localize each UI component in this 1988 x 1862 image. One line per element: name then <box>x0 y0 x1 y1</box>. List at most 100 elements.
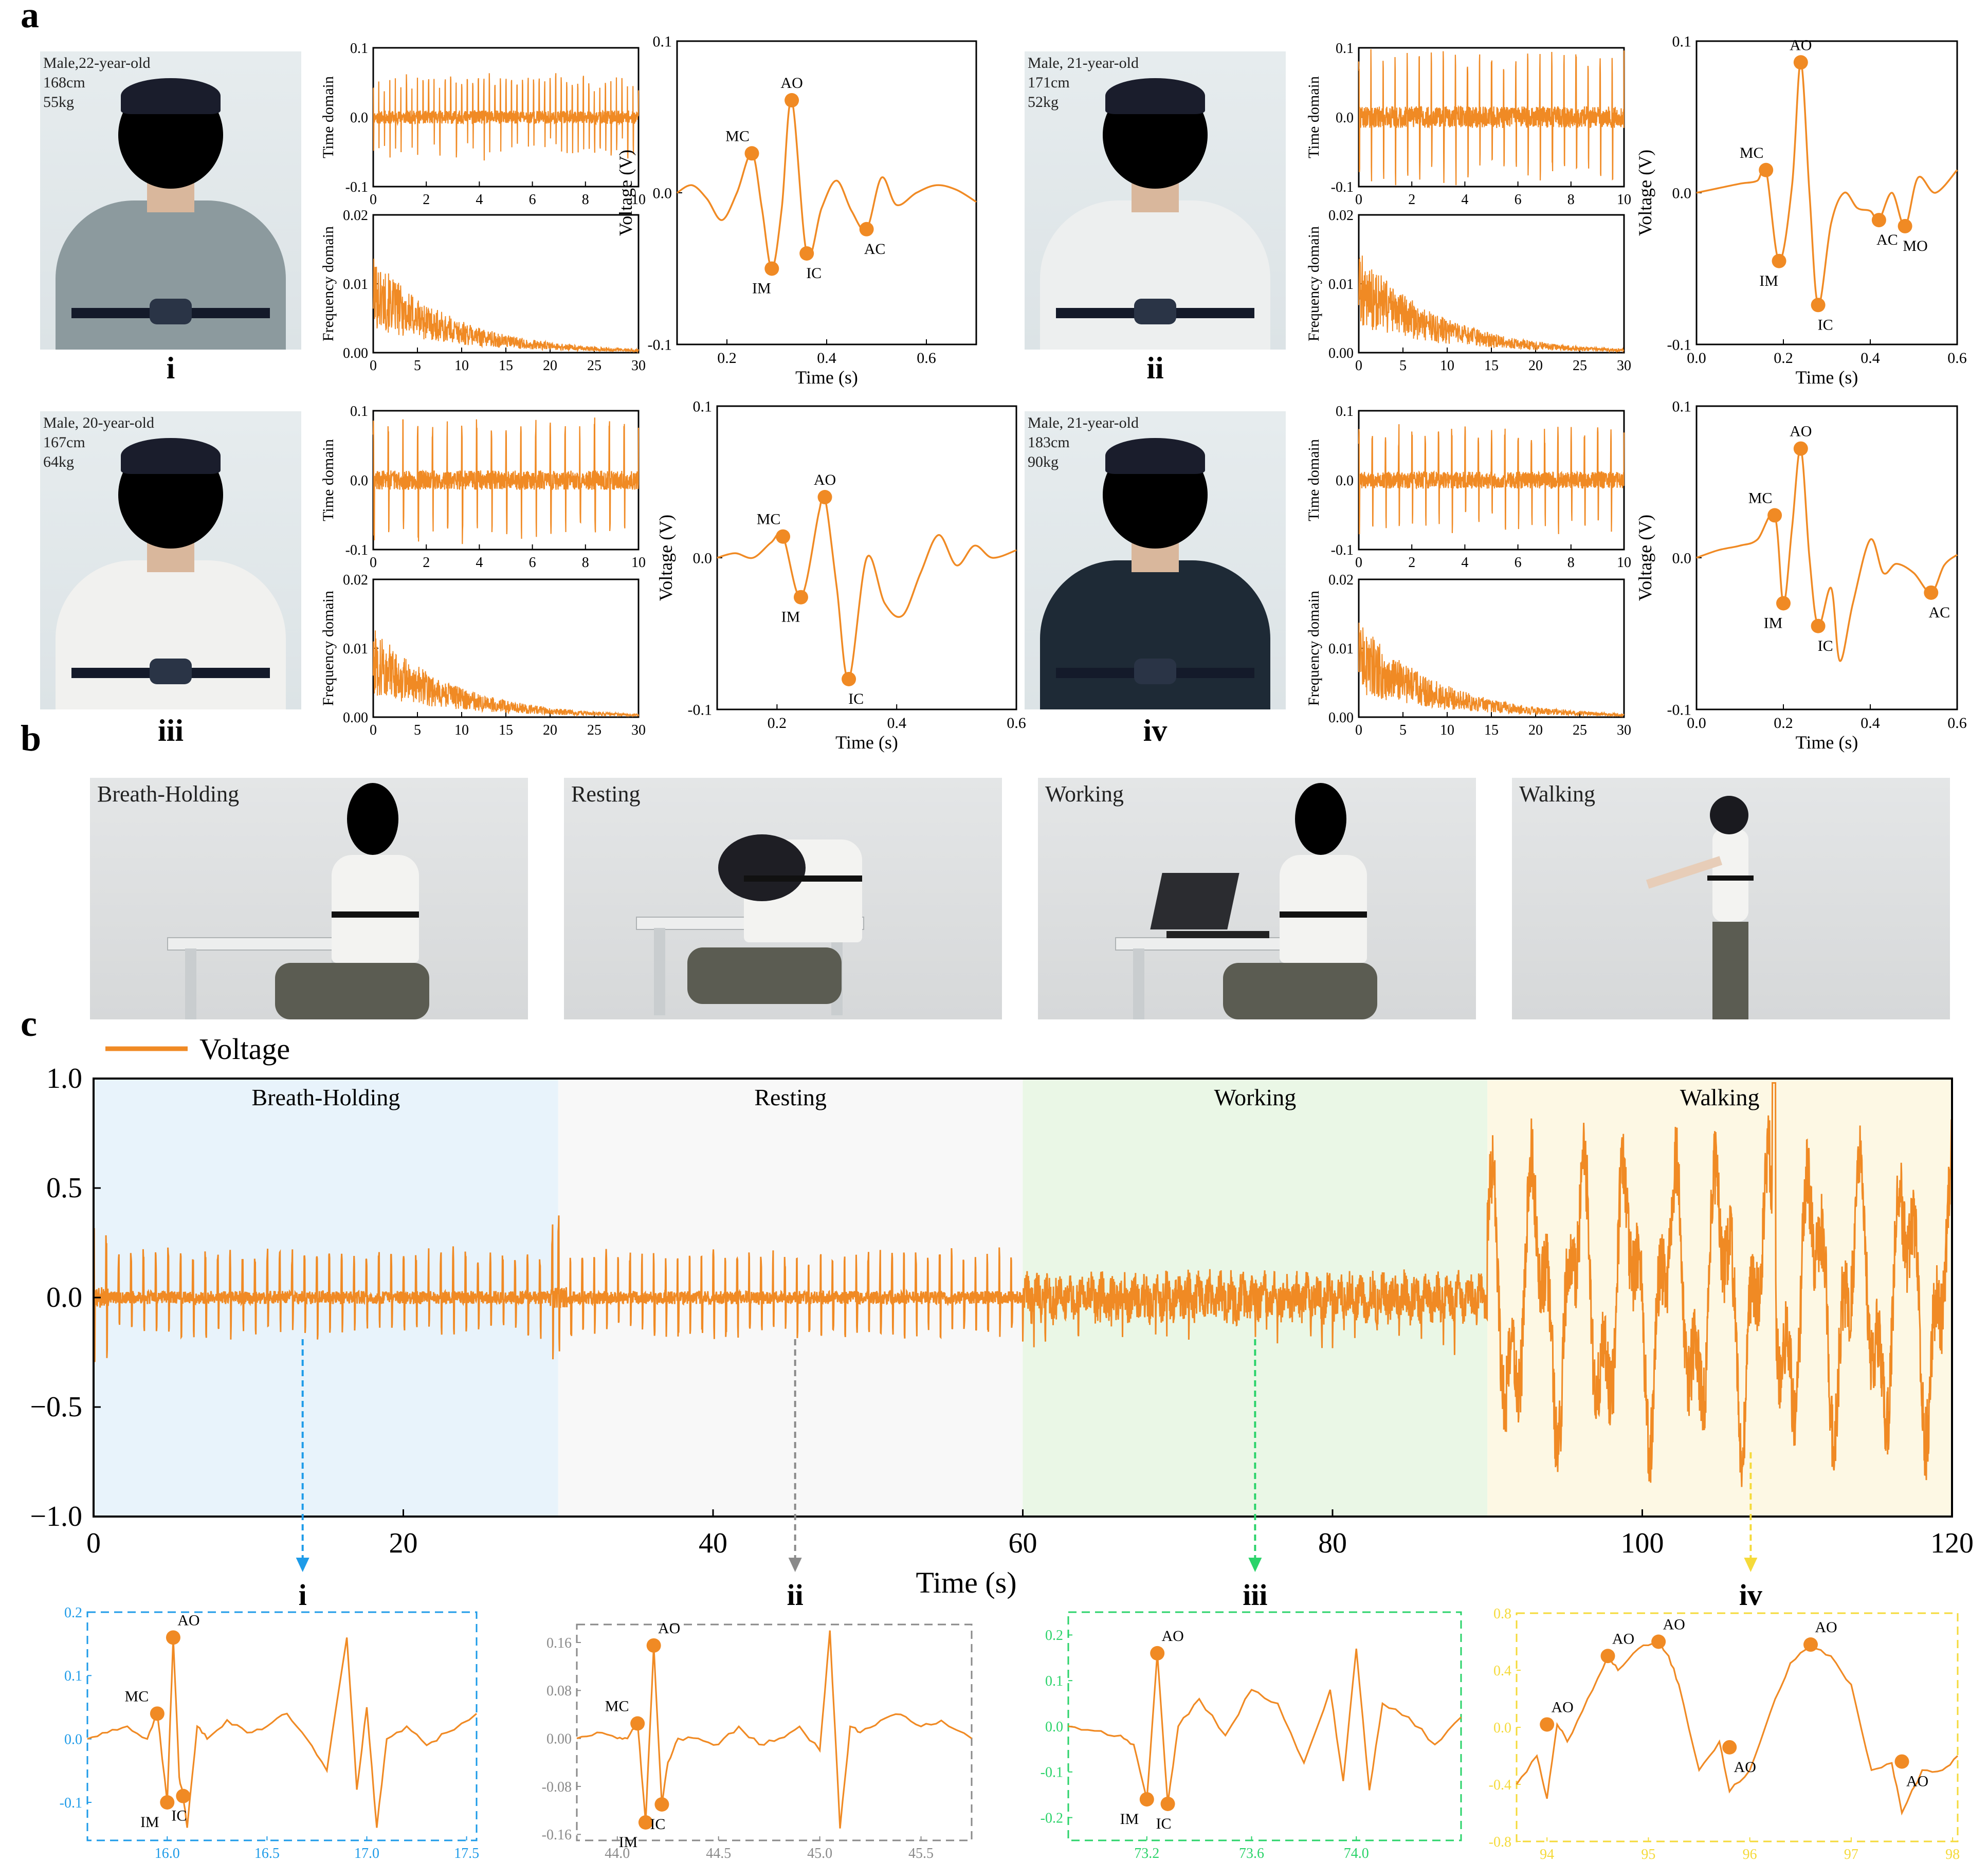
marker-ao <box>1722 1740 1737 1755</box>
a-i-time-series <box>373 73 640 161</box>
a-ii-freq-ytick: 0.00 <box>1328 345 1354 361</box>
marker-ao <box>646 1638 661 1653</box>
marker-ao <box>1540 1717 1555 1732</box>
c-iii-xtick: 74.0 <box>1344 1846 1369 1861</box>
marker-ao <box>1793 55 1808 70</box>
chest-strap <box>332 911 419 918</box>
a-ii-time-ytick: 0.1 <box>1336 41 1354 57</box>
marker-ic <box>1811 618 1826 633</box>
marker-im <box>638 1815 653 1830</box>
callout-label-i: i <box>299 1578 307 1612</box>
callout-arrowhead <box>1744 1558 1758 1572</box>
callout-label-iv: iv <box>1739 1578 1762 1612</box>
subject-photo-iv: Male, 21-year-old 183cm 90kg <box>1025 411 1286 709</box>
a-ii-beat-xtick: 0.2 <box>1774 350 1793 367</box>
a-iii-time-xtick: 6 <box>529 555 536 571</box>
a-iii-beat-ytick: 0.0 <box>693 550 713 567</box>
c-iv-xtick: 98 <box>1945 1847 1960 1862</box>
a-ii-beat-xtick: 0.4 <box>1861 350 1880 367</box>
a-ii-freq-axes: 0 5 10 15 20 25 30 0.00 0.01 0.02 Frequency domain <box>1305 208 1631 374</box>
a-ii-freq-ytick: 0.01 <box>1328 277 1354 293</box>
marker-label-ao: AO <box>1815 1619 1837 1636</box>
a-ii-beat-xtick: 0.6 <box>1947 350 1967 367</box>
activity-photo-breath-holding: Breath-Holding <box>90 778 528 1019</box>
a-i-freq-ytick: 0.00 <box>343 345 368 361</box>
marker-ao <box>1600 1649 1615 1664</box>
a-ii-beat-ytick: 0.0 <box>1672 185 1692 202</box>
a-ii-freq-series <box>1358 255 1625 354</box>
a-iii-freq-xtick: 10 <box>454 722 469 738</box>
a-ii-freq-frame <box>1358 214 1625 354</box>
a-iv-time-xtick: 8 <box>1567 555 1575 571</box>
a-ii-beat-xlabel: Time (s) <box>1796 367 1858 388</box>
marker-label-ao: AO <box>780 75 803 92</box>
c-ii-xtick: 44.5 <box>706 1846 731 1861</box>
a-iv-time-xtick: 10 <box>1617 555 1631 571</box>
person-body <box>332 855 419 963</box>
a-i-time-axes: 0 2 4 6 8 10 -0.1 0.0 0.1 Time domain <box>320 41 646 208</box>
c-iv-ytick: -0.8 <box>1489 1834 1511 1850</box>
marker-label-im: IM <box>619 1834 638 1851</box>
a-iv-beat-frame <box>1695 405 1958 710</box>
activity-label: Resting <box>571 781 641 807</box>
a-i-time-ytick: 0.1 <box>350 41 368 57</box>
a-iv-freq-ytick: 0.01 <box>1328 641 1354 657</box>
c-iii-ytick: 0.2 <box>1045 1628 1063 1644</box>
c-iii-frame <box>1067 1611 1462 1841</box>
marker-im <box>1139 1792 1154 1807</box>
activity-label: Working <box>1045 781 1124 807</box>
c-iii-ytick: -0.2 <box>1041 1810 1063 1826</box>
segment-label: Working <box>1214 1084 1296 1110</box>
a-iii-beat-ytick: -0.1 <box>688 702 713 719</box>
a-i-beat-ylabel: Voltage (V) <box>615 150 636 236</box>
marker-mc <box>744 146 759 161</box>
marker-label-ic: IC <box>806 265 822 282</box>
marker-label-mc: MC <box>605 1698 629 1715</box>
c-i-ytick: 0.0 <box>64 1731 82 1747</box>
marker-label-ao: AO <box>177 1612 199 1629</box>
a-iv-time-axes: 0 2 4 6 8 10 -0.1 0.0 0.1 Time domain <box>1305 404 1631 571</box>
c-main-ytick: 0.5 <box>46 1172 82 1204</box>
marker-ic <box>799 246 814 261</box>
person-torso <box>1040 200 1270 350</box>
marker-label-ao: AO <box>1663 1616 1685 1633</box>
marker-im <box>160 1795 175 1810</box>
marker-label-ao: AO <box>1552 1699 1574 1715</box>
a-ii-time-ytick: -0.1 <box>1331 179 1354 195</box>
marker-label-mc: MC <box>757 511 781 528</box>
c-ii-axes: 44.0 44.5 45.0 45.5 0.16 0.08 0.00 -0.08 -0.16 <box>542 1623 973 1861</box>
a-ii-freq-ylabel: Frequency domain <box>1305 226 1322 341</box>
a-ii-beat-ylabel: Voltage (V) <box>1635 150 1655 236</box>
a-iv-beat-series <box>1696 447 1958 662</box>
a-i-freq-ytick: 0.02 <box>343 208 368 224</box>
a-iii-time-xtick: 2 <box>423 555 430 571</box>
marker-label-ao: AO <box>658 1620 680 1637</box>
marker-im <box>1772 253 1786 268</box>
marker-mc <box>776 529 791 544</box>
a-ii-time-xtick: 10 <box>1617 192 1631 208</box>
c-iii-series <box>1068 1648 1462 1804</box>
subject-photo-ii: Male, 21-year-old 171cm 52kg <box>1025 51 1286 350</box>
subject-label-i: i <box>166 351 175 385</box>
c-iii-ytick: 0.0 <box>1045 1719 1063 1735</box>
marker-ic <box>1811 298 1826 313</box>
sensor-device <box>150 659 192 684</box>
marker-mc <box>150 1706 165 1721</box>
c-main-ytick: −0.5 <box>30 1391 82 1423</box>
a-iv-beat-ylabel: Voltage (V) <box>1635 515 1655 601</box>
c-main-xtick: 100 <box>1621 1527 1664 1559</box>
a-iv-time-xtick: 6 <box>1515 555 1522 571</box>
marker-label-im: IM <box>1120 1811 1139 1828</box>
a-iii-freq-ytick: 0.02 <box>343 572 368 588</box>
a-i-beat-frame <box>676 40 977 345</box>
c-main-ytick: −1.0 <box>30 1501 82 1532</box>
head <box>1710 796 1748 834</box>
c-main-xtick: 0 <box>86 1527 101 1559</box>
a-i-beat-xlabel: Time (s) <box>795 367 858 388</box>
c-iii-xtick: 73.2 <box>1134 1846 1159 1861</box>
a-iv-freq-ytick: 0.02 <box>1328 572 1354 588</box>
callout-label-iii: iii <box>1243 1578 1267 1612</box>
a-ii-freq-xtick: 15 <box>1484 358 1499 374</box>
c-ii-frame <box>576 1623 973 1841</box>
marker-ao <box>1803 1637 1818 1652</box>
